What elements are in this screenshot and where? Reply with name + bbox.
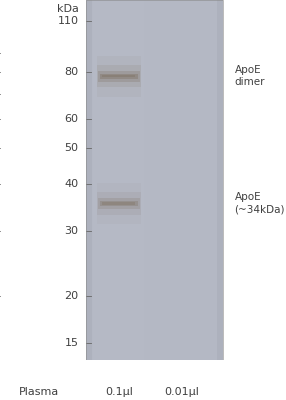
Text: 30: 30	[65, 226, 79, 236]
Bar	[102, 75, 135, 78]
Text: 110: 110	[58, 16, 79, 26]
Bar	[96, 192, 141, 215]
Bar	[100, 74, 138, 79]
Bar	[96, 56, 141, 97]
Bar	[86, 0, 92, 360]
Text: 60: 60	[65, 114, 79, 124]
Text: 15: 15	[65, 338, 79, 348]
Text: ApoE
dimer: ApoE dimer	[235, 65, 265, 88]
Bar	[100, 201, 138, 206]
Bar	[93, 0, 144, 360]
Bar	[86, 0, 223, 360]
Bar	[98, 198, 140, 209]
Bar	[96, 65, 141, 88]
Bar	[217, 0, 223, 360]
Bar	[86, 0, 223, 360]
Text: 0.01μl: 0.01μl	[164, 387, 199, 397]
Text: Plasma: Plasma	[19, 387, 59, 397]
Text: kDa: kDa	[57, 4, 79, 14]
Bar	[96, 183, 141, 224]
Text: 80: 80	[65, 67, 79, 77]
Bar	[102, 202, 135, 205]
Text: 0.1μl: 0.1μl	[105, 387, 133, 397]
Text: 50: 50	[65, 143, 79, 153]
Bar	[98, 71, 140, 82]
Text: 40: 40	[65, 179, 79, 189]
Text: ApoE
(~34kDa): ApoE (~34kDa)	[235, 192, 285, 215]
Text: 20: 20	[65, 292, 79, 302]
